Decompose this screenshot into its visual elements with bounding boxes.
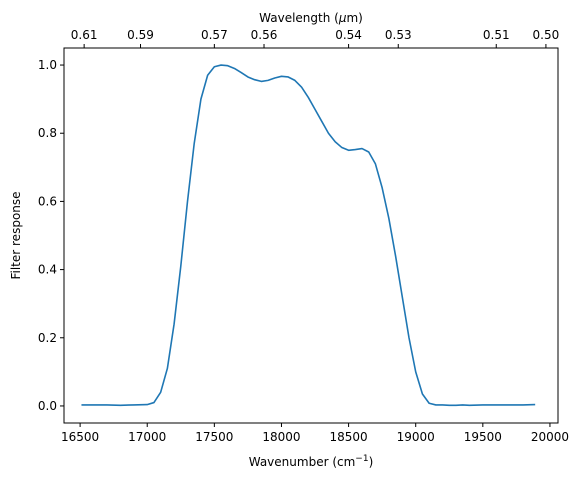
x-tick-label: 17000 [128,430,166,444]
y-tick-label: 0.8 [38,126,57,140]
top-x-tick-label: 0.59 [127,28,154,42]
top-x-axis-label: Wavelength (μm) [259,11,363,25]
top-x-tick-label: 0.51 [483,28,510,42]
plot-layer [81,64,536,407]
top-tick-layer: 0.61 0.59 0.57 0.56 0.54 0.53 0.51 0.50 [71,28,560,48]
x-tick-label: 19000 [397,430,435,444]
x-tick-label: 18500 [329,430,367,444]
plot-frame [63,47,559,424]
x-tick-label: 17500 [195,430,233,444]
top-x-tick-label: 0.61 [71,28,98,42]
top-x-tick-label: 0.50 [533,28,560,42]
top-x-tick-label: 0.56 [251,28,278,42]
top-x-tick-label: 0.54 [335,28,362,42]
top-x-tick-label: 0.57 [201,28,228,42]
x-tick-label: 20000 [531,430,569,444]
y-tick-label: 0.0 [38,399,57,413]
filter-response-line [81,64,536,407]
x-axis-label: Wavenumber (cm−1) [249,454,374,469]
tick-layer: 16500 17000 17500 18000 18500 19000 19500 20000… [38,58,569,444]
x-tick-label: 16500 [61,430,99,444]
y-tick-label: 0.4 [38,263,57,277]
y-axis-label: Filter response [9,191,23,279]
y-tick-label: 0.2 [38,331,57,345]
x-tick-label: 19500 [464,430,502,444]
y-tick-label: 0.6 [38,194,57,208]
top-x-tick-label: 0.53 [385,28,412,42]
x-tick-label: 18000 [262,430,300,444]
y-tick-label: 1.0 [38,58,57,72]
